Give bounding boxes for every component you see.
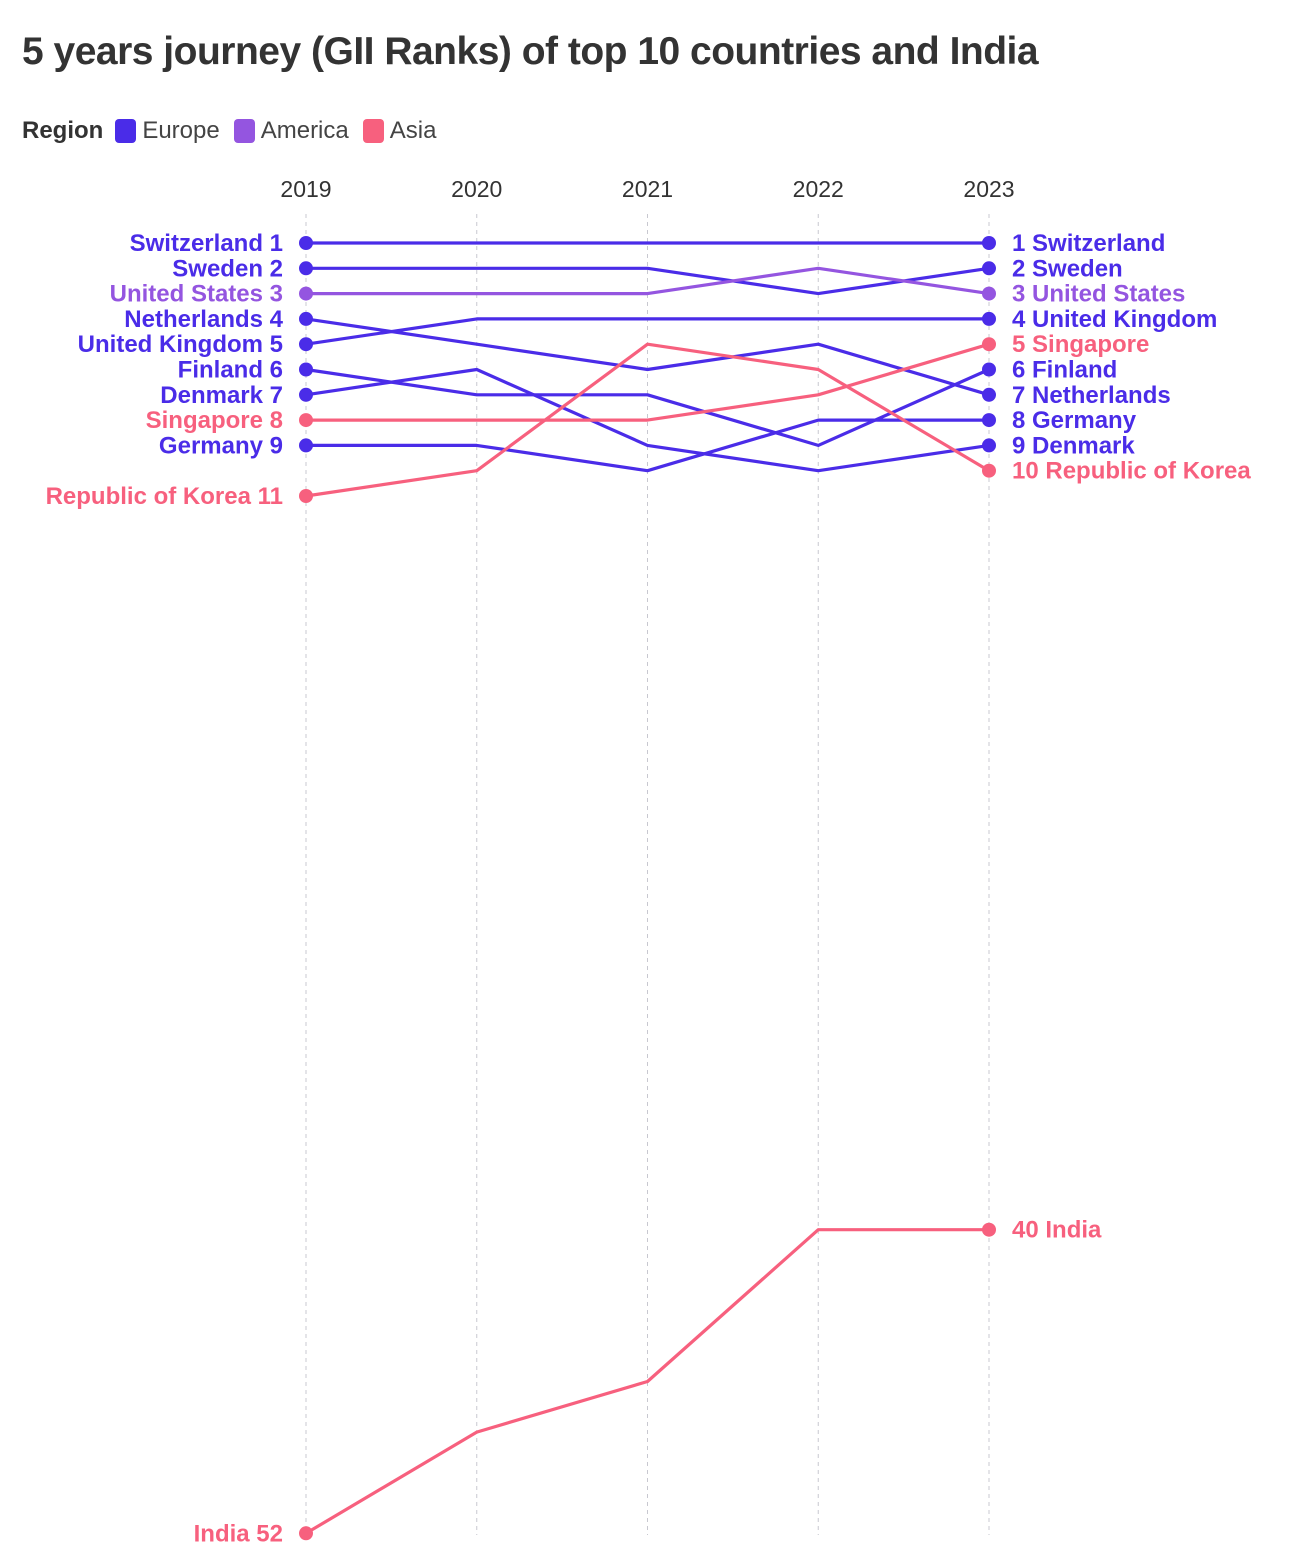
- year-label-2019: 2019: [280, 176, 331, 202]
- point-start-switzerland[interactable]: [299, 236, 313, 250]
- point-start-netherlands[interactable]: [299, 311, 313, 326]
- point-start-india[interactable]: [299, 1526, 313, 1541]
- point-start-united-kingdom[interactable]: [299, 337, 313, 352]
- point-start-republic-of-korea[interactable]: [299, 489, 313, 503]
- point-end-united-states[interactable]: [982, 286, 996, 301]
- year-label-2022: 2022: [793, 176, 844, 202]
- label-end-finland: 6 Finland: [1012, 357, 1117, 384]
- legend-item-europe[interactable]: Europe: [115, 117, 220, 145]
- point-end-singapore[interactable]: [982, 337, 996, 352]
- label-end-netherlands: 7 Netherlands: [1012, 382, 1171, 409]
- label-start-netherlands: Netherlands 4: [124, 306, 283, 333]
- label-end-united-states: 3 United States: [1012, 281, 1185, 308]
- label-end-united-kingdom: 4 United Kingdom: [1012, 306, 1217, 333]
- label-start-republic-of-korea: Republic of Korea 11: [46, 483, 283, 510]
- point-start-denmark[interactable]: [299, 387, 313, 402]
- label-end-germany: 8 Germany: [1012, 407, 1137, 434]
- point-end-germany[interactable]: [982, 413, 996, 428]
- point-start-sweden[interactable]: [299, 261, 313, 276]
- point-start-singapore[interactable]: [299, 413, 313, 428]
- label-end-singapore: 5 Singapore: [1012, 331, 1149, 358]
- legend-swatch-america: [233, 119, 255, 143]
- label-end-denmark: 9 Denmark: [1012, 432, 1135, 459]
- point-end-united-kingdom[interactable]: [982, 311, 996, 326]
- grid-layer: [305, 214, 990, 1535]
- label-start-switzerland: Switzerland 1: [130, 230, 283, 257]
- legend: Region Europe America Asia: [22, 115, 450, 147]
- point-end-netherlands[interactable]: [982, 387, 996, 402]
- legend-swatch-asia: [362, 119, 384, 143]
- point-end-denmark[interactable]: [982, 438, 996, 453]
- series-line-singapore[interactable]: [304, 342, 991, 422]
- point-start-united-states[interactable]: [299, 286, 313, 301]
- series-line-united-kingdom[interactable]: [304, 317, 991, 346]
- label-start-united-states: United States 3: [110, 281, 283, 308]
- legend-label-asia: Asia: [389, 117, 437, 144]
- label-start-united-kingdom: United Kingdom 5: [78, 331, 283, 358]
- series-line-republic-of-korea[interactable]: [304, 342, 991, 498]
- label-end-india: 40 India: [1012, 1217, 1102, 1244]
- point-end-sweden[interactable]: [982, 261, 996, 276]
- point-end-finland[interactable]: [982, 362, 996, 377]
- series-labels: Switzerland 1 1 Switzerland Sweden 2 2 Swed…: [46, 230, 1252, 1547]
- label-start-singapore: Singapore 8: [146, 407, 283, 434]
- label-start-sweden: Sweden 2: [172, 255, 283, 282]
- series-line-united-states[interactable]: [304, 266, 991, 296]
- series-line-germany[interactable]: [304, 418, 991, 473]
- year-label-2021: 2021: [622, 176, 673, 202]
- point-end-india[interactable]: [982, 1222, 996, 1237]
- year-label-2023: 2023: [963, 176, 1014, 202]
- legend-swatch-europe: [115, 119, 137, 143]
- series-lines: [304, 241, 991, 1535]
- point-end-republic-of-korea[interactable]: [982, 463, 996, 478]
- label-start-india: India 52: [194, 1520, 283, 1547]
- label-start-finland: Finland 6: [178, 357, 283, 384]
- series-line-netherlands[interactable]: [304, 317, 991, 397]
- label-end-sweden: 2 Sweden: [1012, 255, 1123, 282]
- label-end-republic-of-korea: 10 Republic of Korea: [1012, 458, 1251, 485]
- label-end-switzerland: 1 Switzerland: [1012, 230, 1165, 257]
- series-line-sweden[interactable]: [304, 266, 991, 296]
- legend-item-asia[interactable]: Asia: [362, 117, 437, 145]
- point-start-finland[interactable]: [299, 362, 313, 377]
- year-labels: 2019 2020 2021 2022 2023: [280, 176, 1014, 202]
- series-line-denmark[interactable]: [304, 367, 991, 473]
- chart-title: 5 years journey (GII Ranks) of top 10 co…: [22, 30, 1039, 73]
- series-points: [299, 236, 996, 1541]
- series-line-india[interactable]: [304, 1228, 991, 1535]
- legend-item-america[interactable]: America: [233, 117, 349, 145]
- legend-title: Region: [22, 117, 104, 144]
- label-start-germany: Germany 9: [159, 432, 283, 459]
- legend-label-europe: Europe: [142, 117, 220, 144]
- legend-label-america: America: [260, 117, 349, 144]
- point-start-germany[interactable]: [299, 438, 313, 453]
- label-start-denmark: Denmark 7: [160, 382, 283, 409]
- year-label-2020: 2020: [451, 176, 502, 202]
- point-end-switzerland[interactable]: [982, 236, 996, 250]
